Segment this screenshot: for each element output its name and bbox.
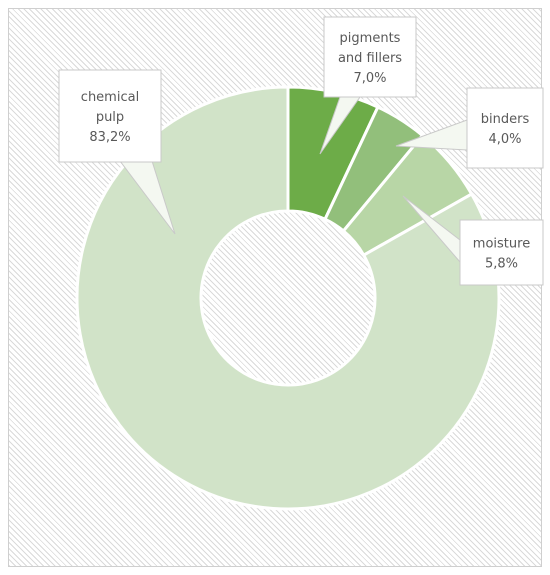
data-label-percent: 4,0% <box>488 132 521 147</box>
callout-pigments-and-fillers: pigments and fillers 7,0% <box>319 16 417 155</box>
data-label-category: pulp <box>96 110 124 125</box>
callout-binders: binders 4,0% <box>395 87 544 169</box>
data-label-percent: 83,2% <box>89 130 130 145</box>
data-label-category: moisture <box>473 237 530 252</box>
callout-box <box>466 87 544 169</box>
data-label-percent: 7,0% <box>353 71 386 86</box>
callout-box <box>323 16 417 98</box>
callout-chemical-pulp: chemical pulp 83,2% <box>58 69 176 235</box>
donut-slices <box>75 85 501 511</box>
data-label-category: binders <box>481 112 530 127</box>
data-label-category: chemical <box>81 90 139 105</box>
data-label-category: pigments <box>340 31 401 46</box>
callout-box <box>58 69 162 163</box>
data-label-category: and fillers <box>338 51 402 66</box>
data-label-callouts: pigments and fillers 7,0% binders 4,0% moistu… <box>58 16 544 286</box>
callout-box <box>459 219 544 286</box>
data-label-percent: 5,8% <box>485 257 518 272</box>
callout-moisture: moisture 5,8% <box>402 195 544 286</box>
